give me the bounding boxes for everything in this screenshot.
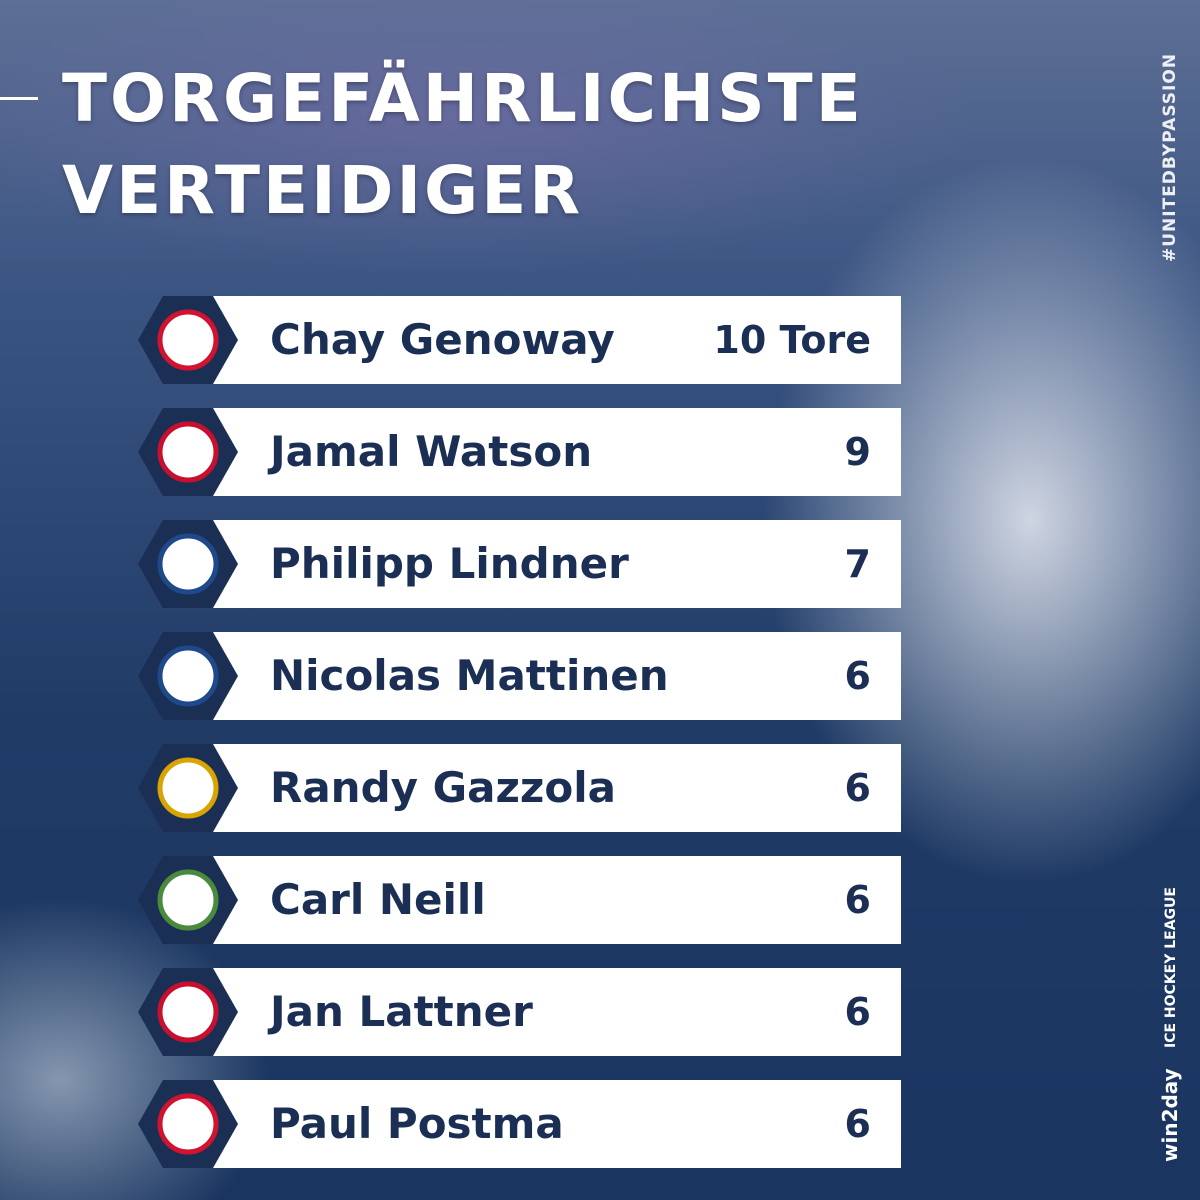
goal-count: 7 [844, 542, 871, 586]
title-line: VERTEIDIGER [62, 152, 584, 229]
player-name: Paul Postma [270, 1099, 564, 1148]
goal-count: 9 [844, 430, 871, 474]
team-logo [138, 520, 238, 608]
logo-emblem [157, 309, 219, 371]
logo-emblem [157, 645, 219, 707]
player-name: Chay Genoway [270, 315, 615, 364]
goal-count: 6 [844, 878, 871, 922]
ranking-row: Paul Postma 6 [213, 1080, 901, 1168]
ranking-row: Jan Lattner 6 [213, 968, 901, 1056]
goal-count: 10 Tore [713, 318, 871, 362]
team-logo [138, 1080, 238, 1168]
player-name: Randy Gazzola [270, 763, 616, 812]
player-name: Philipp Lindner [270, 539, 629, 588]
ranking-row: Randy Gazzola 6 [213, 744, 901, 832]
goal-count: 6 [844, 990, 871, 1034]
team-logo [138, 296, 238, 384]
logo-emblem [157, 981, 219, 1043]
league: ICE HOCKEY LEAGUE [1163, 887, 1179, 1048]
goal-count: 6 [844, 1102, 871, 1146]
ranking-row: Philipp Lindner 7 [213, 520, 901, 608]
ranking-row: Jamal Watson 9 [213, 408, 901, 496]
goal-count: 6 [844, 654, 871, 698]
team-logo [138, 632, 238, 720]
sponsor: win2day [1158, 1068, 1182, 1162]
team-logo [138, 856, 238, 944]
hashtag: #UNITEDBYPASSION [1160, 52, 1180, 262]
logo-emblem [157, 1093, 219, 1155]
logo-emblem [157, 533, 219, 595]
logo-emblem [157, 757, 219, 819]
player-name: Nicolas Mattinen [270, 651, 669, 700]
player-name: Carl Neill [270, 875, 486, 924]
title-rule [0, 97, 38, 100]
logo-emblem [157, 421, 219, 483]
goal-count: 6 [844, 766, 871, 810]
team-logo [138, 744, 238, 832]
ranking-row: Chay Genoway 10 Tore [213, 296, 901, 384]
team-logo [138, 408, 238, 496]
title-line: TORGEFÄHRLICHSTE [62, 60, 864, 137]
player-name: Jamal Watson [270, 427, 593, 476]
player-name: Jan Lattner [270, 987, 533, 1036]
ranking-row: Carl Neill 6 [213, 856, 901, 944]
logo-emblem [157, 869, 219, 931]
team-logo [138, 968, 238, 1056]
ranking-row: Nicolas Mattinen 6 [213, 632, 901, 720]
